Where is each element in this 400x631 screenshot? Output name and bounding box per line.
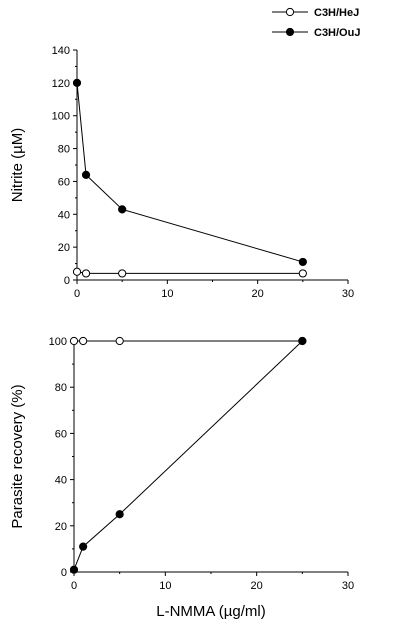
data-point-c3h-ouj [72, 78, 82, 87]
x-tick-label: 30 [342, 580, 354, 592]
y-tick-label: 60 [55, 428, 67, 440]
series-line-c3h-hej [76, 271, 303, 274]
data-point-c3h-ouj [115, 510, 124, 519]
data-point-c3h-hej [81, 269, 91, 278]
series-line-c3h-ouj [76, 82, 303, 263]
y-tick-label: 100 [49, 336, 67, 348]
x-tick-label: 30 [342, 288, 354, 300]
x-tick-label: 0 [74, 288, 80, 300]
data-point-c3h-hej [298, 269, 307, 278]
data-point-c3h-hej [118, 269, 127, 278]
y-tick-label: 80 [55, 382, 67, 394]
y-tick-label: 120 [52, 78, 70, 90]
x-tick-label: 10 [159, 580, 171, 592]
data-point-c3h-hej [69, 336, 79, 346]
y-tick-label: 20 [58, 242, 70, 254]
legend-marker [285, 27, 295, 37]
y-tick-label: 60 [58, 176, 70, 188]
data-point-c3h-ouj [298, 336, 307, 346]
x-tick-label: 0 [71, 580, 77, 592]
y-tick-label: 100 [52, 111, 70, 123]
y-tick-label: 40 [58, 209, 70, 221]
y-axis-title: Nitrite (µM) [9, 128, 26, 202]
y-tick-label: 0 [61, 567, 67, 579]
y-tick-label: 20 [55, 521, 67, 533]
data-point-c3h-ouj [298, 257, 307, 267]
x-tick-label: 10 [161, 288, 173, 300]
y-axis-title: Parasite recovery (%) [9, 384, 26, 528]
legend-label: C3H/HeJ [314, 7, 359, 19]
data-point-c3h-ouj [118, 205, 127, 214]
parasite-recovery-chart: 0 20 40 60 80 100 0 10 20 30 Parasite recovery (%)… [9, 336, 354, 620]
y-tick-label: 80 [58, 144, 70, 156]
nitrite-chart: 0 20 40 60 80 100 120 140 0 10 20 30 Nitrite (µM) [9, 45, 354, 300]
data-point-c3h-ouj [79, 542, 88, 551]
data-point-c3h-hej [72, 267, 82, 276]
data-point-c3h-ouj [81, 170, 91, 179]
legend-marker [285, 7, 295, 17]
data-point-c3h-hej [79, 336, 88, 346]
y-tick-label: 40 [55, 475, 67, 487]
x-axis-title: L-NMMA (µg/ml) [156, 603, 265, 620]
y-tick-label: 140 [52, 45, 70, 57]
y-tick-label: 0 [64, 275, 70, 287]
x-tick-label: 20 [251, 580, 263, 592]
data-point-c3h-ouj [69, 565, 79, 574]
legend: C3H/HeJ C3H/OuJ [272, 7, 360, 39]
x-tick-label: 20 [252, 288, 264, 300]
series-line-c3h-ouj [73, 340, 303, 570]
data-point-c3h-hej [115, 336, 124, 346]
legend-label: C3H/OuJ [314, 27, 360, 39]
